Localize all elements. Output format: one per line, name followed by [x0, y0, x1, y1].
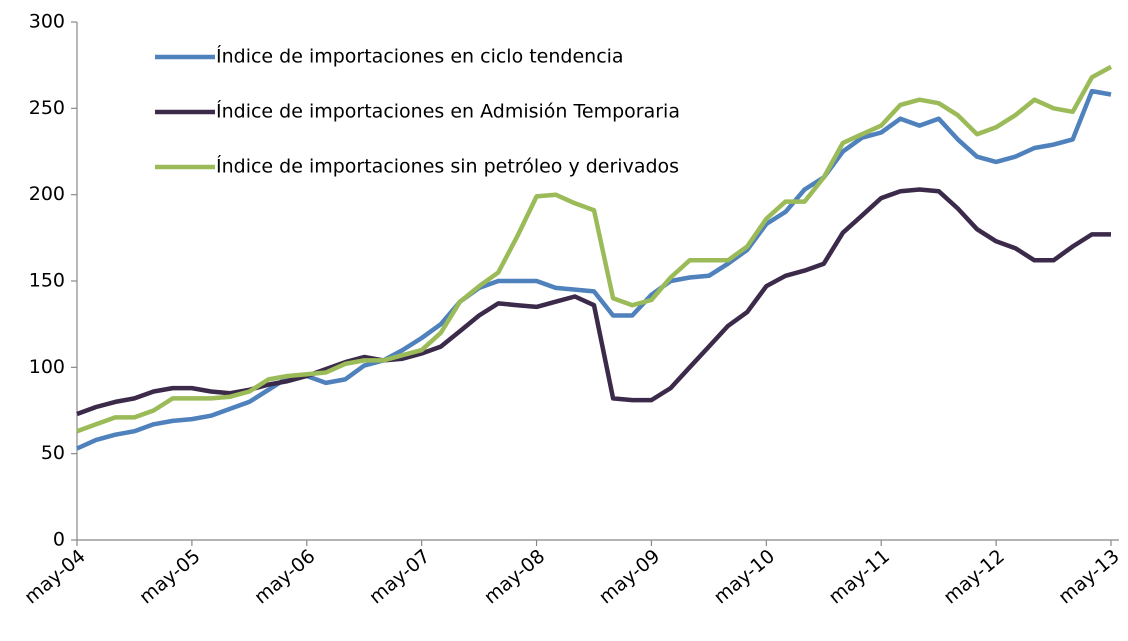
x-tick-label: may-12 — [939, 545, 1008, 608]
x-tick-label: may-08 — [480, 545, 549, 608]
series-line — [76, 88, 1112, 451]
y-tick-label: 0 — [53, 529, 65, 551]
x-tick-label: may-04 — [20, 545, 89, 608]
series-line — [76, 64, 1113, 434]
x-tick-label: may-06 — [250, 545, 319, 608]
x-tick-label: may-07 — [365, 545, 434, 608]
series-line — [76, 187, 1111, 417]
y-tick-label: 200 — [29, 183, 65, 205]
legend-label: Índice de importaciones en ciclo tendenc… — [216, 45, 624, 68]
x-tick-label: may-13 — [1054, 545, 1123, 608]
x-tick-label: may-05 — [135, 545, 204, 608]
y-tick-label: 50 — [41, 442, 65, 464]
y-tick-label: 100 — [29, 356, 65, 378]
x-tick-label: may-09 — [595, 545, 664, 608]
legend-label: Índice de importaciones en Admisión Temp… — [216, 100, 680, 123]
y-tick-label: 250 — [29, 97, 65, 119]
x-tick-label: may-10 — [710, 545, 779, 608]
y-tick-label: 150 — [29, 270, 65, 292]
x-tick-label: may-11 — [825, 545, 894, 608]
y-tick-label: 300 — [29, 11, 65, 33]
legend-label: Índice de importaciones sin petróleo y d… — [216, 155, 679, 178]
